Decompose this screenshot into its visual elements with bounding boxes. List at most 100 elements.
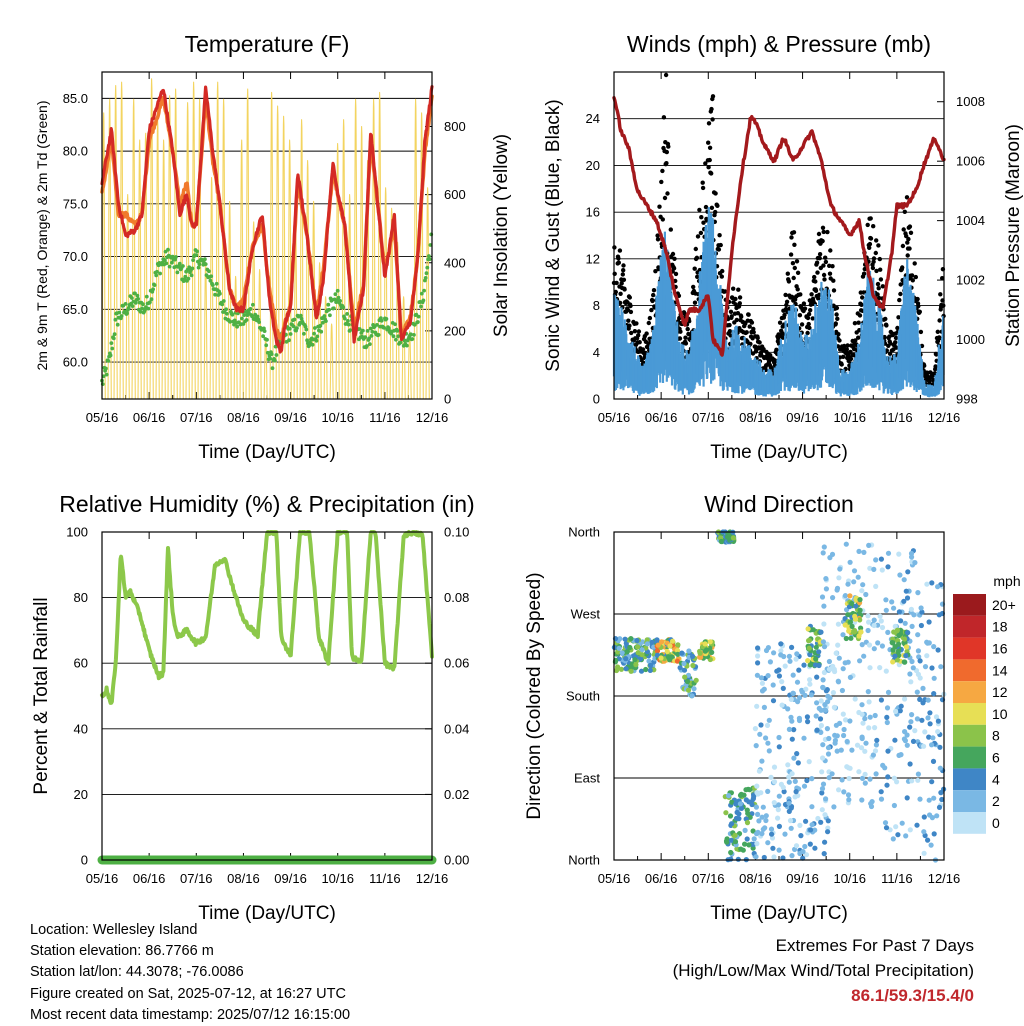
solar-insolation-pulse	[113, 85, 121, 400]
wind-direction-point	[839, 777, 845, 783]
solar-insolation-pulse	[287, 139, 295, 400]
dewpoint-point	[108, 353, 113, 358]
dewpoint-point	[318, 323, 323, 328]
dewpoint-point	[155, 269, 159, 274]
x-tick-label: 05/16	[598, 410, 631, 425]
wind-direction-point	[889, 599, 895, 605]
legend-swatch	[953, 703, 986, 725]
solar-insolation-pulse	[299, 119, 307, 400]
wind-direction-point	[766, 717, 772, 723]
wind-direction-point	[674, 658, 681, 664]
gust-point	[827, 263, 832, 268]
solar-insolation-pulse	[251, 221, 259, 400]
x-tick-label: 07/16	[180, 410, 213, 425]
wind-direction-point	[754, 703, 760, 709]
dewpoint-point	[177, 261, 182, 266]
wind-direction-point	[857, 597, 863, 603]
wind-direction-point	[742, 841, 748, 847]
wind-direction-point	[669, 654, 675, 660]
wind-direction-point	[848, 635, 854, 641]
wind-direction-point	[862, 780, 868, 786]
gust-point	[728, 333, 733, 338]
wind-direction-point	[681, 667, 688, 673]
wind-direction-point	[919, 609, 925, 615]
solar-insolation-pulse	[209, 177, 217, 400]
gust-point	[853, 338, 858, 343]
wind-direction-point	[751, 836, 757, 842]
humidity-precip-panel: Relative Humidity (%) & Precipitation (i…	[31, 491, 475, 924]
wind-direction-point	[709, 649, 715, 656]
wind-direction-point	[866, 642, 873, 648]
gust-point	[720, 268, 725, 274]
gust-point	[807, 325, 812, 331]
dewpoint-point	[203, 257, 207, 262]
wind-direction-point	[654, 648, 661, 654]
wind-direction-point	[867, 776, 873, 782]
wind-direction-point	[883, 607, 889, 613]
x-tick-label: 11/16	[881, 410, 913, 425]
wind-direction-point	[924, 653, 930, 659]
wind-direction-point	[865, 627, 871, 634]
dewpoint-point	[427, 257, 432, 262]
gust-point	[870, 265, 876, 271]
wind-direction-point	[856, 769, 862, 775]
wind-direction-point	[851, 629, 858, 635]
wind-direction-point	[756, 768, 763, 774]
wind-direction-point	[690, 662, 696, 669]
x-tick-label: 10/16	[321, 410, 354, 425]
dewpoint-point	[190, 266, 195, 271]
wind-direction-point	[912, 560, 918, 566]
wind-direction-point	[789, 644, 795, 651]
wind-direction-point	[840, 666, 846, 672]
wind-direction-point	[871, 646, 877, 652]
gust-point	[878, 267, 883, 272]
gust-point	[877, 256, 882, 262]
wind-direction-point	[921, 829, 927, 835]
gust-point	[797, 313, 803, 318]
gust-point	[940, 276, 945, 281]
wind-direction-point	[823, 586, 830, 592]
wind-direction-point	[697, 650, 703, 656]
gust-point	[792, 242, 797, 247]
wind-direction-point	[788, 825, 794, 831]
solar-insolation-pulse	[227, 200, 235, 400]
solar-insolation-pulse	[401, 296, 409, 400]
dewpoint-point	[322, 314, 327, 318]
wind-direction-point	[902, 696, 908, 702]
gust-point	[798, 292, 803, 297]
dewpoint-point	[175, 270, 180, 275]
dewpoint-point	[393, 322, 397, 327]
wind-direction-point	[867, 665, 873, 671]
wind-direction-point	[846, 628, 852, 634]
legend-swatch	[953, 790, 986, 812]
gust-point	[836, 332, 841, 337]
wind-direction-point	[788, 714, 794, 720]
dewpoint-point	[391, 334, 396, 339]
legend-label: 20+	[992, 597, 1016, 613]
wind-direction-point	[794, 751, 800, 757]
wind-direction-point	[917, 675, 923, 681]
gust-point	[837, 338, 842, 343]
dewpoint-point	[203, 262, 208, 266]
wind-direction-point	[744, 836, 750, 842]
gust-point	[802, 306, 808, 311]
wind-direction-point	[815, 815, 821, 822]
dewpoint-point	[421, 298, 426, 303]
wind-direction-point	[809, 776, 815, 782]
wind-direction-point	[935, 584, 941, 590]
wind-direction-point	[857, 617, 863, 623]
dewpoint-point	[382, 325, 386, 330]
wind-direction-point	[896, 632, 902, 639]
wind-direction-point	[757, 731, 763, 737]
y-tick-label: East	[574, 771, 600, 786]
gust-point	[722, 289, 728, 294]
x-tick-label: 12/16	[928, 410, 961, 425]
gust-point	[834, 305, 840, 311]
wind-direction-point	[927, 710, 933, 716]
wind-direction-point	[914, 822, 920, 828]
wind-direction-point	[852, 616, 859, 622]
wind-direction-point	[755, 829, 761, 836]
wind-direction-point	[758, 722, 764, 728]
dewpoint-point	[113, 317, 118, 322]
dewpoint-point	[208, 278, 213, 283]
